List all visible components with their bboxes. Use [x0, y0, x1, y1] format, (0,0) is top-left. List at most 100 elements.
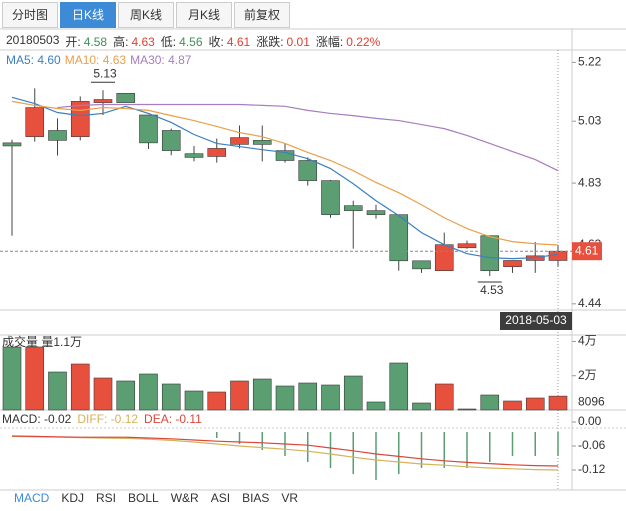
y-tick-label: 5.22 — [578, 55, 602, 69]
macd-bar — [261, 432, 263, 450]
macd-bar — [375, 432, 377, 480]
info-value: 4.56 — [179, 35, 203, 49]
volume-bar — [25, 346, 45, 411]
candle-body — [389, 214, 409, 262]
macd-bar — [557, 432, 559, 456]
indicator-tab[interactable]: KDJ — [61, 491, 85, 505]
ma-legend: MA5: 4.60 MA10: 4.63 MA30: 4.87 — [6, 53, 191, 67]
info-value: 4.61 — [226, 35, 251, 49]
info-item: 涨跌: 0.01 — [256, 33, 310, 50]
macd-bar — [466, 432, 468, 468]
indicator-tab[interactable]: MACD — [14, 491, 50, 505]
volume-bar — [503, 400, 522, 411]
legend-entry: DIFF: -0.12 — [77, 412, 139, 426]
candle-body — [412, 260, 431, 270]
macd-bar — [511, 432, 514, 456]
candle-body — [207, 148, 227, 157]
indicator-tab[interactable]: BIAS — [242, 491, 270, 505]
volume-bar — [184, 390, 204, 411]
candle-body — [116, 93, 136, 103]
ma-line — [57, 103, 559, 172]
period-tab[interactable]: 月K线 — [176, 2, 232, 28]
y-tick-label: -0.12 — [578, 462, 606, 476]
legend-entry: DEA: -0.11 — [144, 412, 202, 426]
period-tab[interactable]: 日K线 — [60, 2, 116, 28]
indicator-tab[interactable]: BOLL — [128, 491, 159, 505]
volume-bar — [457, 408, 477, 411]
period-tab[interactable]: 分时图 — [2, 2, 58, 28]
date: 20180503 — [6, 33, 60, 47]
y-tick-label: 4.83 — [578, 175, 602, 189]
candle-body — [139, 114, 158, 144]
period-tab[interactable]: 前复权 — [234, 2, 290, 28]
volume-bar — [389, 362, 409, 411]
candle-body — [70, 101, 90, 137]
candle-body — [503, 260, 522, 267]
volume-bar — [321, 384, 340, 411]
y-tick-label: 2万 — [578, 368, 597, 382]
info-value: 0.22% — [346, 35, 381, 49]
volume-bar — [366, 401, 386, 411]
candle-body — [275, 150, 295, 161]
volume-bar — [116, 380, 136, 411]
info-label: 涨幅: — [315, 35, 344, 49]
candle-body — [161, 130, 181, 151]
info-value: 0.01 — [286, 35, 310, 49]
volume-bar — [434, 383, 454, 411]
candle-body — [93, 99, 113, 103]
volume-bar — [275, 385, 295, 411]
volume-bar — [70, 363, 90, 411]
candle-body — [343, 205, 363, 211]
candle-body — [230, 137, 249, 145]
volume-bar — [2, 346, 22, 411]
macd-bar — [329, 432, 332, 468]
candle-body — [184, 153, 204, 158]
indicator-tabs: MACD KDJ RSI BOLL W&R ASI BIAS VR — [14, 491, 310, 505]
macd-line — [11, 435, 559, 471]
candle-body — [252, 140, 272, 145]
info-value: 4.58 — [83, 35, 108, 49]
macd-bar — [398, 432, 400, 474]
info-label: 低: — [160, 35, 177, 49]
candle-body — [298, 160, 318, 181]
macd-bar — [489, 432, 491, 462]
info-item: 低: 4.56 — [161, 33, 203, 50]
volume-bar — [412, 402, 431, 411]
indicator-tab[interactable]: ASI — [210, 491, 231, 505]
volume-bar — [48, 371, 67, 411]
ma-line — [11, 100, 559, 246]
info-bar: 20180503 开: 4.58 高: 4.63 低: 4.56 收: 4.61 涨跌: 0.01 涨… — [6, 33, 380, 50]
candle-body — [480, 235, 500, 271]
volume-bar — [93, 377, 113, 411]
indicator-tab[interactable]: VR — [281, 491, 299, 505]
macd-bar — [216, 432, 218, 438]
candle-body — [366, 210, 386, 215]
ma-line — [11, 96, 559, 260]
volume-bar — [480, 394, 500, 411]
y-tick-label: 4万 — [578, 334, 597, 348]
candle-body — [434, 244, 454, 271]
volume-bar — [343, 375, 363, 411]
y-tick-label: 5.03 — [578, 113, 602, 127]
legend-entry: MACD: -0.02 — [2, 412, 72, 426]
period-tab[interactable]: 周K线 — [118, 2, 174, 28]
info-label: 涨跌: — [256, 35, 284, 49]
volume-bar — [525, 397, 545, 411]
volume-bar — [252, 378, 272, 411]
last-price-box — [572, 242, 602, 261]
macd-legend: MACD: -0.02 DIFF: -0.12 DEA: -0.11 — [2, 412, 202, 426]
info-value: 4.63 — [131, 35, 155, 49]
volume-value-label: 8096 — [578, 394, 605, 408]
legend-entry: MA30: 4.87 — [130, 53, 192, 67]
last-price: 4.61 — [575, 243, 599, 257]
indicator-tab[interactable]: RSI — [96, 491, 117, 505]
indicator-tab[interactable]: W&R — [170, 491, 199, 505]
macd-bar — [443, 432, 445, 468]
date-box — [500, 312, 572, 330]
annotation: 5.13 — [93, 66, 117, 80]
macd-bar — [307, 432, 309, 462]
volume-legend: 成交量 量1.1万 — [2, 333, 82, 350]
info-item: 高: 4.63 — [113, 33, 155, 50]
volume-title: 成交量 量1.1万 — [2, 335, 83, 349]
